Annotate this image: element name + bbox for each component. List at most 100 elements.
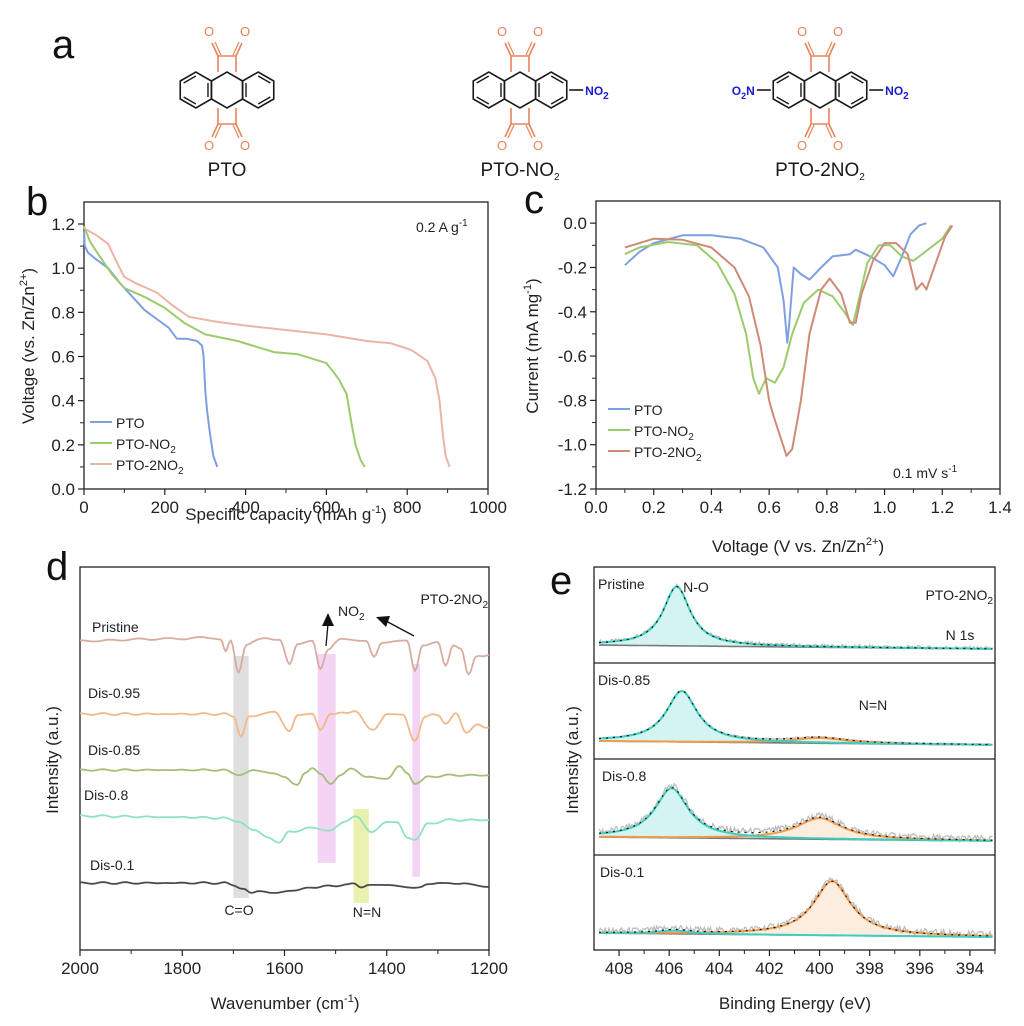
xps-subpanel-dis-0.85: Dis-0.85 xyxy=(594,662,995,746)
panel-c-scanrate-annotation: 0.1 mV s-1 xyxy=(893,464,958,481)
panel-d-no2-arrow-label: NO2 xyxy=(338,603,365,623)
carbonyl-double-bond xyxy=(504,123,512,138)
legend-label: PTO-NO2 xyxy=(116,436,176,456)
carbonyl-double-bond xyxy=(507,124,515,139)
double-bond xyxy=(183,75,197,84)
x-tick-label: 0.6 xyxy=(757,498,781,517)
oxygen-atom-label: O xyxy=(240,138,250,153)
nn-component-fill xyxy=(599,818,993,841)
carbonyl-double-bond xyxy=(525,124,533,139)
y-tick-label: 0.8 xyxy=(51,303,75,322)
carbonyl-double-bond xyxy=(804,42,812,57)
oxygen-atom-label: O xyxy=(240,24,250,39)
x-tick-label: 0 xyxy=(79,498,88,517)
x-tick-label: 404 xyxy=(705,959,733,978)
panel-e-subpanels: Pristine Dis-0.85 Dis-0.8 Dis-0.1 xyxy=(594,576,995,939)
panel-a: a O O O O PTO O O O O NO2 PTO-NO2 O O O O NO2 O2N PTO-2NO… xyxy=(52,23,909,183)
panel-b-rate-annotation: 0.2 A g-1 xyxy=(416,218,468,235)
carbonyl-double-bond xyxy=(825,41,833,56)
carbonyl-double-bond xyxy=(214,124,222,139)
highlight-band-no2-b xyxy=(412,664,420,877)
double-bond xyxy=(257,96,271,105)
y-tick-label: 1.2 xyxy=(51,215,75,234)
oxygen-atom-label: O xyxy=(833,138,843,153)
series-line-pto xyxy=(624,222,927,344)
panel-b-y-axis-label: Voltage (vs. Zn/Zn2+) xyxy=(18,268,38,424)
carbonyl-double-bond xyxy=(525,41,533,56)
panel-c-letter: c xyxy=(524,178,544,222)
no2-arrow-left-icon xyxy=(376,616,415,637)
oxygen-atom-label: O xyxy=(204,24,214,39)
y-tick-label: 0.0 xyxy=(51,480,75,499)
panel-c-ticks: 0.0 0.2 0.4 0.6 0.8 1.0 1.2 1.4 0.0 -0.2 -0.4 -0.6 -… xyxy=(558,214,1012,517)
carbonyl-double-bond xyxy=(504,42,512,57)
molecule-pto: O O O O PTO xyxy=(179,24,275,181)
double-bond xyxy=(550,75,564,84)
x-tick-label: 402 xyxy=(755,959,783,978)
x-tick-label: 400 xyxy=(805,959,833,978)
panel-d-series-labels: Pristine Dis-0.95 Dis-0.85 Dis-0.8 Dis-0.1 xyxy=(84,619,140,873)
double-bond xyxy=(850,75,864,84)
central-ring xyxy=(803,71,837,109)
panel-d-sample-annotation: PTO-2NO2 xyxy=(420,591,488,611)
carbonyl-double-bond xyxy=(528,42,536,57)
y-tick-label: -0.8 xyxy=(558,391,587,410)
panel-d: d 2000 1800 1600 1400 1200 Pristine Dis-0.95 D… xyxy=(43,545,508,1013)
spectrum-dis-0.85 xyxy=(80,765,489,786)
left-benzene-ring xyxy=(179,71,213,109)
double-bond xyxy=(850,96,864,105)
carbonyl-double-bond xyxy=(828,42,836,57)
right-benzene-ring xyxy=(834,71,868,109)
x-tick-label: 0.4 xyxy=(700,498,724,517)
carbonyl-double-bond xyxy=(211,123,219,138)
carbonyl-double-bond xyxy=(807,41,815,56)
double-bond xyxy=(776,75,790,84)
right-benzene-ring xyxy=(534,71,568,109)
central-ring xyxy=(210,71,244,109)
no-component-fill xyxy=(599,586,993,649)
molecule-structures: O O O O PTO O O O O NO2 PTO-NO2 O O O O NO2 O2N PTO-2NO2 xyxy=(179,24,909,183)
series-label: Pristine xyxy=(92,619,139,635)
panel-e-y-axis-label: Intensity (a.u.) xyxy=(563,706,582,814)
subpanel-label: Dis-0.1 xyxy=(600,864,645,880)
carbonyl-double-bond xyxy=(804,123,812,138)
oxygen-atom-label: O xyxy=(497,24,507,39)
oxygen-atom-label: O xyxy=(533,24,543,39)
panel-d-y-axis-label: Intensity (a.u.) xyxy=(43,706,62,814)
double-bond xyxy=(183,96,197,105)
oxygen-atom-label: O xyxy=(204,138,214,153)
panel-b-x-axis-label: Specific capacity (mAh g-1) xyxy=(185,504,387,524)
series-line-pto xyxy=(83,230,219,468)
panel-b-series xyxy=(83,225,451,468)
legend-label: PTO xyxy=(634,402,663,418)
panel-e-letter: e xyxy=(550,559,572,603)
left-benzene-ring xyxy=(772,71,806,109)
panel-e-ticks: 408 406 404 402 400 398 396 394 xyxy=(605,950,996,978)
no-component-fill xyxy=(599,788,993,841)
series-label: Dis-0.1 xyxy=(90,857,135,873)
y-tick-label: -0.6 xyxy=(558,347,587,366)
oxygen-atom-label: O xyxy=(833,24,843,39)
series-line-pto-no2 xyxy=(624,224,952,395)
panel-b-letter: b xyxy=(26,180,48,224)
spectrum-pristine xyxy=(80,636,490,676)
x-tick-label: 0.0 xyxy=(584,498,608,517)
x-tick-label: 1600 xyxy=(266,959,304,978)
y-tick-label: 1.0 xyxy=(51,259,75,278)
highlight-band-n=n xyxy=(353,809,369,903)
highlight-band-c=o xyxy=(233,656,249,898)
x-tick-label: 200 xyxy=(151,498,179,517)
legend-label: PTO xyxy=(116,415,145,431)
carbonyl-double-bond xyxy=(828,123,836,138)
x-tick-label: 0.8 xyxy=(815,498,839,517)
carbonyl-double-bond xyxy=(528,123,536,138)
series-line-pto-2no2 xyxy=(624,224,954,457)
panel-c-y-axis-label: Current (mA mg-1) xyxy=(522,278,542,413)
x-tick-label: 1.0 xyxy=(873,498,897,517)
carbonyl-double-bond xyxy=(235,123,243,138)
spectrum-dis-0.95 xyxy=(80,710,490,742)
x-tick-label: 1200 xyxy=(470,959,508,978)
panel-e-nn-peak-label: N=N xyxy=(859,697,887,713)
